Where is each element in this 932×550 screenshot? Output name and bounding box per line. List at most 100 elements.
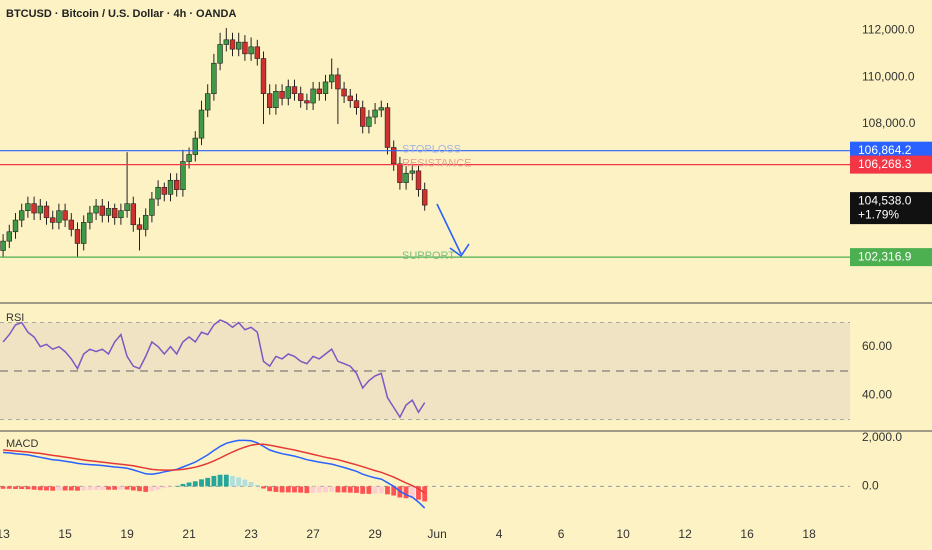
y-tick-label: 40.00 (862, 387, 892, 401)
candle-body (285, 86, 291, 99)
candle-body (12, 219, 19, 233)
last-price-label: 104,538.0 (858, 193, 912, 207)
candle-body (155, 186, 161, 200)
histogram-bar (378, 486, 384, 494)
x-tick-label: 27 (306, 527, 320, 541)
candle-body (56, 210, 62, 223)
candle-body (136, 224, 143, 230)
histogram-bar (56, 486, 62, 491)
histogram-bar (292, 486, 297, 493)
histogram-bar (285, 486, 291, 493)
last-price-tag (850, 192, 932, 225)
histogram-bar (143, 486, 149, 492)
candle-body (0, 240, 6, 251)
x-tick-label: 29 (368, 527, 382, 541)
candle-body (273, 91, 279, 108)
histogram-bar (230, 475, 235, 487)
histogram-bar (149, 486, 155, 492)
candle-body (118, 210, 124, 219)
histogram-bar (267, 486, 273, 492)
candle-body (93, 205, 99, 214)
histogram-bar (118, 486, 124, 490)
histogram-bar (385, 486, 390, 495)
y-tick-label: 60.00 (862, 339, 892, 353)
level-name: SUPPORT (402, 250, 455, 262)
level-name: STOPLOSS (402, 144, 461, 156)
histogram-bar (298, 486, 304, 493)
candle-body (25, 203, 31, 211)
histogram-bar (186, 482, 192, 487)
candle-body (180, 161, 186, 190)
candle-body (192, 137, 198, 155)
price-tag (850, 155, 932, 174)
histogram-bar (335, 486, 341, 493)
histogram-bar (19, 486, 25, 490)
pane-title: MACD (6, 438, 38, 450)
pane-title: RSI (6, 312, 24, 324)
candle-body (49, 217, 56, 223)
candle-body (130, 203, 136, 226)
histogram-bar (316, 486, 322, 493)
candle-body (316, 88, 322, 94)
candle-body (409, 170, 415, 174)
histogram-bar (112, 486, 118, 490)
histogram-bar (254, 484, 260, 487)
histogram-bar (217, 474, 223, 487)
candle-body (347, 95, 353, 101)
candle-body (335, 74, 341, 90)
histogram-bar (137, 486, 142, 492)
histogram-bar (37, 486, 43, 491)
histogram-bar (0, 486, 6, 489)
x-tick-label: 18 (802, 527, 816, 541)
histogram-bar (93, 486, 99, 490)
y-tick-label: 108,000.0 (862, 116, 916, 130)
histogram-bar (354, 486, 359, 493)
candle-body (359, 107, 366, 127)
candle-body (266, 93, 273, 108)
candle-body (37, 205, 43, 214)
candle-body (254, 46, 260, 59)
histogram-bar (223, 474, 229, 487)
candle-body (124, 203, 130, 211)
candle-body (260, 58, 267, 94)
histogram-bar (347, 486, 353, 493)
price-tag (850, 248, 932, 267)
candle-body (384, 107, 391, 148)
histogram-bar (279, 486, 285, 493)
candle-body (68, 219, 74, 230)
candle-body (43, 205, 50, 219)
candle-body (366, 116, 372, 127)
histogram-bar (13, 486, 18, 490)
price-tag-label: 106,864.2 (858, 143, 912, 157)
histogram-bar (199, 479, 204, 487)
histogram-bar (68, 486, 74, 491)
candle-body (235, 41, 242, 50)
histogram-bar (242, 479, 248, 487)
histogram-bar (44, 486, 49, 491)
candle-body (198, 109, 205, 139)
histogram-bar (273, 486, 279, 492)
y-tick-label: 112,000.0 (862, 23, 915, 37)
y-tick-label: 2,000.0 (862, 430, 902, 444)
candle-body (328, 74, 335, 83)
candle-body (6, 231, 12, 242)
histogram-bar (192, 481, 198, 487)
candle-body (353, 100, 360, 108)
candle-body (397, 163, 403, 183)
candle-body (111, 208, 118, 219)
x-tick-label: 12 (678, 527, 692, 541)
histogram-bar (62, 486, 68, 491)
x-tick-label: 6 (558, 527, 565, 541)
level-name: RESISTANCE (402, 158, 471, 170)
candle-body (62, 210, 68, 221)
line (3, 443, 426, 494)
histogram-bar (161, 486, 167, 489)
candle-body (223, 39, 229, 45)
histogram-bar (310, 486, 316, 493)
histogram-bar (391, 486, 397, 496)
candle-body (31, 203, 37, 214)
candle-body (390, 147, 397, 165)
x-tick-label: 19 (120, 527, 134, 541)
